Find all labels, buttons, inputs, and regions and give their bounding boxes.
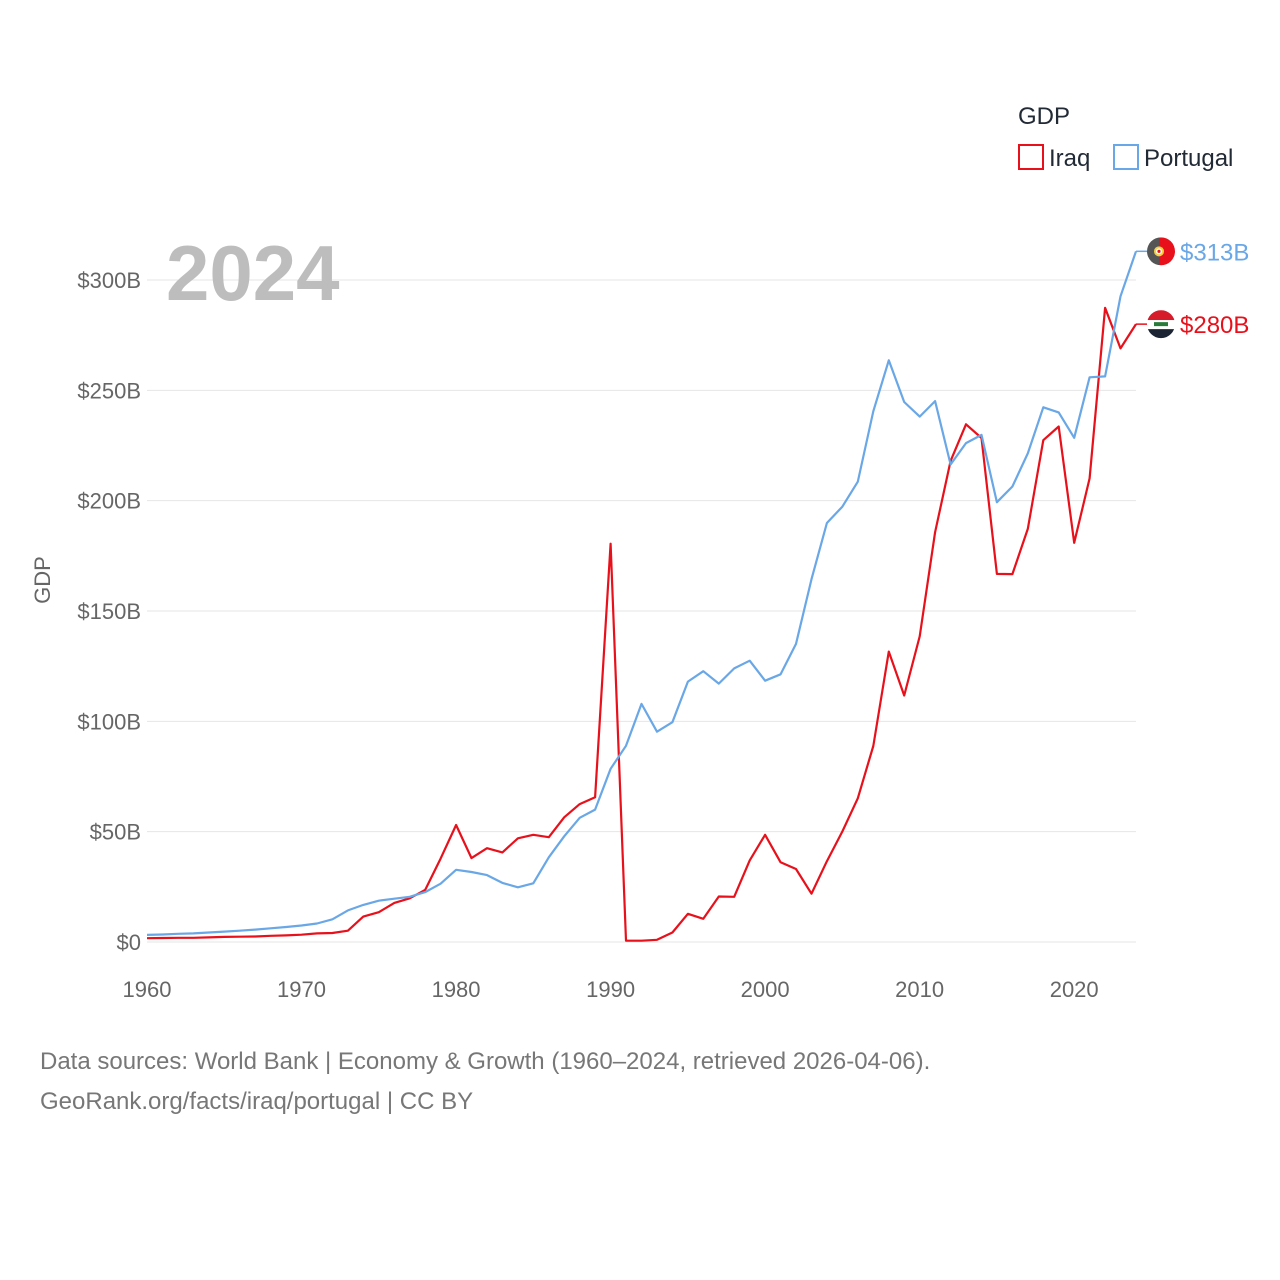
gdp-line-chart: $0 $50B $100B $150B $200B $250B $300B 1960 1970… bbox=[30, 103, 1249, 1002]
x-tick-label: 1960 bbox=[123, 977, 172, 1002]
end-label-portugal: $313B bbox=[1180, 239, 1249, 266]
y-tick-label: $250B bbox=[77, 378, 141, 403]
legend-title: GDP bbox=[1018, 103, 1070, 130]
y-tick-label: $300B bbox=[77, 268, 141, 293]
y-tick-label: $150B bbox=[77, 599, 141, 624]
year-label: 2024 bbox=[166, 229, 340, 317]
x-tick-label: 1990 bbox=[586, 977, 635, 1002]
legend-swatch-iraq bbox=[1018, 144, 1044, 170]
footer: Data sources: World Bank | Economy & Gro… bbox=[40, 1042, 930, 1122]
x-tick-label: 1970 bbox=[277, 977, 326, 1002]
legend-label-portugal: Portugal bbox=[1144, 145, 1233, 172]
y-tick-label: $50B bbox=[90, 820, 141, 845]
end-label-iraq: $280B bbox=[1180, 312, 1249, 339]
series-line-iraq[interactable] bbox=[146, 306, 1137, 942]
y-tick-label: $200B bbox=[77, 489, 141, 514]
series-lines bbox=[146, 250, 1147, 942]
y-tick-label: $0 bbox=[117, 930, 141, 955]
gridlines bbox=[147, 279, 1136, 943]
legend-item-iraq[interactable]: Iraq bbox=[1018, 144, 1090, 172]
y-axis-title: GDP bbox=[30, 556, 55, 604]
legend-swatch-portugal bbox=[1113, 144, 1139, 170]
series-line-portugal[interactable] bbox=[146, 250, 1138, 936]
iraq-flag-icon bbox=[1147, 310, 1175, 339]
y-tick-label: $100B bbox=[77, 709, 141, 734]
y-axis-ticks: $0 $50B $100B $150B $200B $250B $300B bbox=[77, 268, 141, 955]
x-axis-ticks: 1960 1970 1980 1990 2000 2010 2020 bbox=[123, 977, 1099, 1002]
legend-item-portugal[interactable]: Portugal bbox=[1113, 144, 1233, 172]
x-tick-label: 1980 bbox=[432, 977, 481, 1002]
footer-credit[interactable]: GeoRank.org/facts/iraq/portugal | CC BY bbox=[40, 1088, 474, 1115]
x-tick-label: 2000 bbox=[741, 977, 790, 1002]
portugal-flag-icon bbox=[1147, 237, 1175, 266]
x-tick-label: 2010 bbox=[895, 977, 944, 1002]
x-tick-label: 2020 bbox=[1050, 977, 1099, 1002]
legend[interactable]: GDP Iraq Portugal bbox=[1018, 103, 1233, 172]
legend-label-iraq: Iraq bbox=[1049, 145, 1090, 172]
footer-sources: Data sources: World Bank | Economy & Gro… bbox=[40, 1048, 931, 1075]
